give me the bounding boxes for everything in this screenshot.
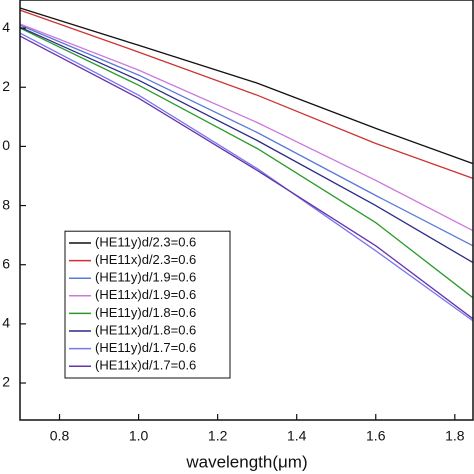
series-line <box>19 27 474 299</box>
legend: (HE11y)d/2.3=0.6 (HE11x)d/2.3=0.6 (HE11y)d… <box>64 230 231 379</box>
x-tick-label: 0.8 <box>50 428 70 444</box>
legend-box <box>64 230 231 379</box>
x-tick-label: 1.2 <box>208 428 228 444</box>
x-tick-label: 1.6 <box>366 428 386 444</box>
legend-label: (HE11x)d/2.3=0.6 <box>95 252 196 267</box>
legend-label: (HE11x)d/1.7=0.6 <box>95 358 196 373</box>
legend-label: (HE11y)d/2.3=0.6 <box>95 234 196 249</box>
x-tick-label: 1.0 <box>129 428 149 444</box>
series-line <box>19 23 474 232</box>
series-line <box>19 24 474 247</box>
x-tick-label: 1.4 <box>287 428 307 444</box>
series-line <box>19 7 474 165</box>
y-tick-label: 4 <box>2 315 10 331</box>
legend-label: (HE11y)d/1.8=0.6 <box>95 305 196 320</box>
series-line <box>19 35 474 320</box>
y-tick-label: 6 <box>2 255 10 271</box>
series-line <box>19 26 474 264</box>
x-tick-label: 1.8 <box>445 428 465 444</box>
legend-label: (HE11x)d/1.9=0.6 <box>95 287 196 302</box>
legend-label: (HE11y)d/1.9=0.6 <box>95 270 196 285</box>
legend-label: (HE11y)d/1.7=0.6 <box>95 340 196 355</box>
plot-frame <box>19 0 474 421</box>
legend-label: (HE11x)d/1.8=0.6 <box>95 322 196 337</box>
series-line <box>19 9 474 180</box>
y-tick-label: 8 <box>2 196 10 212</box>
y-tick-label: 0 <box>2 137 10 153</box>
y-tick-label: 4 <box>2 19 10 35</box>
series-line <box>19 32 474 322</box>
y-tick-label: 2 <box>2 374 10 390</box>
x-axis-label: wavelength(μm) <box>185 452 307 471</box>
y-tick-label: 2 <box>2 78 10 94</box>
